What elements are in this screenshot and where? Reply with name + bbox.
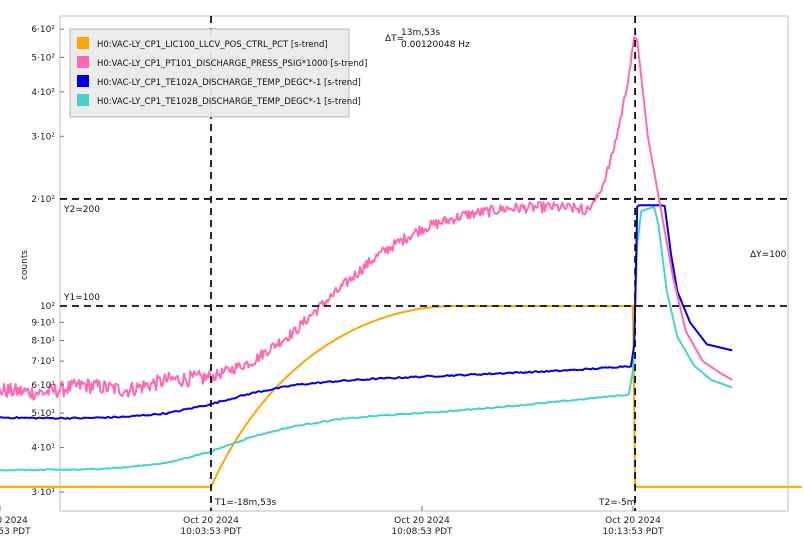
series-line-pt101 xyxy=(0,35,733,401)
y-tick-label: 6·10² xyxy=(31,25,55,35)
y-tick-label: 5·10² xyxy=(31,53,55,63)
cursor-lines[interactable] xyxy=(60,16,788,511)
delta-t-frequency: 0.00120048 Hz xyxy=(401,40,470,50)
delta-t-label: ΔT= xyxy=(385,34,404,44)
y-tick-label: 2·10² xyxy=(31,195,55,205)
x-tick-time: 10:03:53 PDT xyxy=(180,527,242,537)
series-line-te102b xyxy=(0,205,733,472)
y-tick-label: 4·10² xyxy=(31,88,55,98)
legend-entry-pt101[interactable]: H0:VAC-LY_CP1_PT101_DISCHARGE_PRESS_PSIG… xyxy=(97,59,367,69)
legend-box xyxy=(69,28,350,118)
legend-swatch-cyan xyxy=(77,94,89,106)
y-tick-label: 9·10¹ xyxy=(31,318,55,328)
x-tick-time: 10:13:53 PDT xyxy=(602,527,664,537)
y-tick-label: 10² xyxy=(40,302,55,312)
legend-swatch-blue xyxy=(77,75,89,87)
y-axis-label: counts xyxy=(20,250,30,280)
y-tick-label: 6·10¹ xyxy=(31,381,55,391)
y-tick-label: 3·10² xyxy=(31,132,55,142)
y-tick-label: 5·10¹ xyxy=(31,409,55,419)
t2-cursor-label: T2=-5m xyxy=(598,498,636,508)
legend-entry-te102b[interactable]: H0:VAC-LY_CP1_TE102B_DISCHARGE_TEMP_DEGC… xyxy=(97,97,361,107)
x-tick-date: Oct 20 2024 xyxy=(183,516,239,526)
x-tick-date: Oct 20 2024 xyxy=(0,516,28,526)
y-tick-label: 3·10¹ xyxy=(31,488,55,498)
legend-entry-lic100[interactable]: H0:VAC-LY_CP1_LIC100_LLCV_POS_CTRL_PCT [… xyxy=(97,40,328,50)
delta-y-label: ΔY=100 xyxy=(750,250,787,260)
t1-cursor-label: T1=-18m,53s xyxy=(214,498,277,508)
y1-cursor-label: Y1=100 xyxy=(63,293,100,303)
legend-swatch-orange xyxy=(77,37,89,49)
series-line-te102a xyxy=(0,204,733,420)
y2-cursor-label: Y2=200 xyxy=(63,205,100,215)
delta-t-value: 13m,53s xyxy=(401,28,441,38)
x-tick-time: 09:58:53 PDT xyxy=(0,527,31,537)
y-tick-label: 4·10¹ xyxy=(31,444,55,454)
x-tick-date: Oct 20 2024 xyxy=(605,516,661,526)
x-tick-time: 10:08:53 PDT xyxy=(391,527,453,537)
legend-entry-te102a[interactable]: H0:VAC-LY_CP1_TE102A_DISCHARGE_TEMP_DEGC… xyxy=(97,78,361,88)
y-tick-label: 8·10¹ xyxy=(31,336,55,346)
y-tick-label: 7·10¹ xyxy=(31,357,55,367)
legend-swatch-pink xyxy=(77,56,89,68)
axes: 3·10¹ 4·10¹ 5·10¹ 6·10¹ 7·10¹ 8·10¹ 9·10¹ 10² 2·… xyxy=(0,25,664,537)
legend[interactable]: H0:VAC-LY_CP1_LIC100_LLCV_POS_CTRL_PCT [… xyxy=(69,28,367,118)
x-tick-date: Oct 20 2024 xyxy=(394,516,450,526)
